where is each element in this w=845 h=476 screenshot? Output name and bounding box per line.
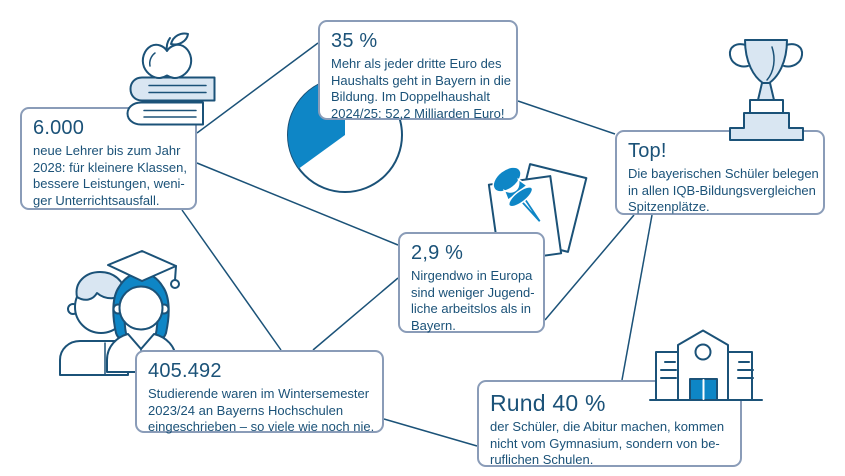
callout-abitur-text-line: ruflichen Schulen. [490,452,594,467]
callout-top-ranking-title: Top! [628,140,667,162]
student-back-ear [67,303,79,315]
pushpin-flange [507,186,534,208]
school-window-round [694,343,712,361]
callout-top-ranking-text-line: in allen IQB-Bildungsvergleichen [628,182,816,198]
apple-stem [165,37,171,53]
student-back-hair [75,271,126,301]
callout-top-ranking-text-line: Spitzenplätze. [628,199,710,214]
callout-teachers: 6.000 neue Lehrer bis zum Jahr 2028: für… [20,107,197,210]
student-front-ear-right [158,303,170,315]
trophy-shine [766,46,775,81]
pushpin-needle [520,198,541,222]
trophy-stem [757,82,775,101]
pushpin-cap [492,166,522,193]
callout-top-ranking-text-line: Die bayerischen Schüler belegen [628,166,819,181]
callout-unemployment-title: 2,9 % [411,242,464,264]
graduation-cap [107,250,177,282]
trophy-icon [728,39,804,141]
callout-budget-text-line: Bildung. Im Doppelhaushalt [331,89,490,104]
callout-students-title: 405.492 [148,360,222,382]
graduation-cap-tassel [174,265,177,281]
connector-line [312,277,399,351]
trophy-handle-left [728,43,749,68]
student-back-head [74,280,128,334]
trophy-handle-right [783,43,804,68]
connector-line [517,100,616,135]
apple-leaf [170,32,189,46]
callout-budget: 35 % Mehr als jeder dritte Euro des Haus… [318,20,518,121]
student-front-ear-left [112,303,124,315]
callout-abitur-text-line: der Schüler, die Abitur machen, kommen [490,419,725,434]
connector-line [621,214,653,381]
callout-students: 405.492 Studierende waren im Wintersemes… [135,350,384,434]
callout-budget-title: 35 % [331,30,378,52]
book-top [129,76,216,102]
student-back-body [59,340,129,376]
connector-line [544,214,635,321]
callout-students-text-line: eingeschrieben – so viele wie noch nie. [148,419,375,434]
student-front-hair [112,272,170,343]
callout-teachers-text-line: bessere Leistungen, weni- [33,176,185,191]
connector-line [196,162,399,246]
callout-budget-text-line: Mehr als jeder dritte Euro des [331,56,502,71]
callout-teachers-title: 6.000 [33,117,85,139]
apple-highlight [149,52,156,67]
callout-students-text-line: Studierende waren im Wintersemester [148,386,370,401]
student-front-face [118,285,164,331]
callout-top-ranking: Top! Die bayerischen Schüler belegen in … [615,130,825,215]
graduation-cap-tassel-button [170,279,180,289]
callout-abitur-title: Rund 40 % [490,390,606,416]
trophy-step [749,99,784,114]
connector-line [383,418,478,447]
pushpin-waist [502,177,529,202]
callout-abitur-text-line: nicht vom Gymnasium, sondern von be- [490,435,720,451]
callout-unemployment-text-line: Nirgendwo in Europa [411,268,533,283]
callout-budget-text-line: Haushalts geht in Bayern in die [331,72,511,88]
callout-unemployment-text-line: sind weniger Jugend- [411,284,535,300]
callout-teachers-text-line: ger Unterrichtsausfall. [33,192,160,208]
callout-unemployment-text-line: liche arbeitslos als in [411,301,531,316]
callout-students-text-line: 2023/24 an Bayerns Hochschulen [148,402,344,418]
callout-teachers-text-line: 2028: für kleinere Klassen, [33,159,187,175]
trophy-cup [744,39,788,86]
callout-teachers-text-line: neue Lehrer bis zum Jahr [33,143,181,158]
pushpin [492,166,541,222]
callout-unemployment-text-line: Bayern. [411,317,456,333]
callout-unemployment: 2,9 % Nirgendwo in Europa sind weniger J… [398,232,545,333]
callout-budget-text-line: 2024/25: 52,2 Milliarden Euro! [331,105,505,121]
connector-line [196,42,319,134]
connector-line [181,209,282,351]
callout-abitur: Rund 40 % der Schüler, die Abitur machen… [477,380,742,467]
apple-body [141,43,193,80]
